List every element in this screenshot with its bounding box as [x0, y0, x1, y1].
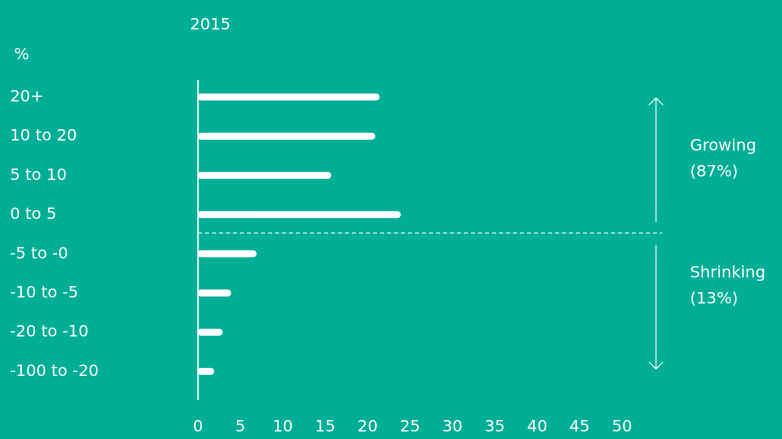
annotation: (87%) — [690, 162, 738, 181]
axis-unit: % — [14, 45, 29, 64]
chart-title: 2015 — [190, 15, 231, 34]
annotation: Shrinking — [690, 263, 765, 282]
x-tick-label: 20 — [357, 417, 377, 436]
y-tick-label: 20+ — [10, 87, 44, 106]
y-tick-label: 5 to 10 — [10, 165, 67, 184]
x-tick-label: 10 — [273, 417, 293, 436]
y-tick-label: 10 to 20 — [10, 126, 77, 145]
x-tick-label: 45 — [569, 417, 589, 436]
x-tick-label: 50 — [612, 417, 632, 436]
y-tick-label: -10 to -5 — [10, 283, 78, 302]
x-tick-label: 5 — [235, 417, 245, 436]
y-tick-label: -100 to -20 — [10, 361, 99, 380]
x-tick-label: 15 — [315, 417, 335, 436]
annotation: (13%) — [690, 289, 738, 308]
x-tick-label: 40 — [527, 417, 547, 436]
x-tick-label: 0 — [193, 417, 203, 436]
arrows — [648, 97, 664, 370]
annotation: Growing — [690, 136, 756, 155]
x-tick-label: 30 — [442, 417, 462, 436]
up-arrow-head — [648, 97, 664, 106]
y-tick-label: -5 to -0 — [10, 243, 68, 262]
y-tick-label: -20 to -10 — [10, 322, 89, 341]
down-arrow-head — [648, 361, 664, 370]
x-tick-label: 25 — [400, 417, 420, 436]
y-tick-label: 0 to 5 — [10, 204, 57, 223]
x-tick-label: 35 — [485, 417, 505, 436]
